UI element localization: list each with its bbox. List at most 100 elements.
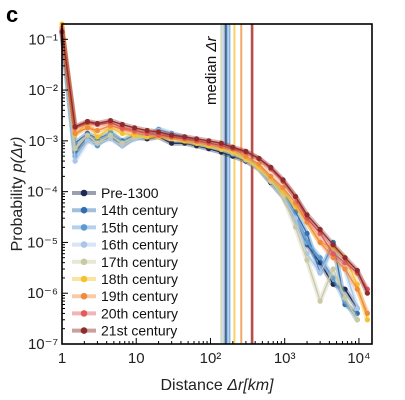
- data-point-8-3: [94, 120, 100, 127]
- data-point-8-19: [292, 194, 299, 200]
- legend-label-3: 16th century: [101, 237, 178, 253]
- data-point-4-5: [119, 140, 125, 146]
- legend-swatch-dot-6: [80, 292, 88, 300]
- data-point-7-21: [317, 230, 323, 237]
- y-tick-label-3: 10⁻⁴: [27, 184, 58, 201]
- data-point-8-18: [280, 177, 286, 183]
- legend-swatch-dot-7: [80, 310, 88, 317]
- data-point-8-13: [218, 140, 224, 146]
- x-axis-label-plain: Distance: [161, 377, 228, 394]
- data-point-3-1: [72, 158, 78, 164]
- data-point-3-4: [107, 136, 114, 142]
- data-point-8-4: [107, 118, 114, 124]
- median-label: median Δr: [203, 36, 220, 105]
- data-point-5-25: [364, 317, 370, 323]
- legend-swatch-dot-8: [80, 327, 88, 334]
- data-point-0-9: [169, 140, 175, 146]
- x-tick-label-4: 10⁴: [347, 350, 370, 367]
- data-point-6-3: [94, 127, 100, 134]
- data-point-0-23: [342, 286, 348, 292]
- data-point-5-24: [354, 281, 360, 287]
- data-point-0-22: [330, 281, 336, 287]
- data-point-0-21: [317, 260, 323, 266]
- data-point-6-24: [354, 286, 360, 292]
- data-point-4-24: [354, 317, 360, 323]
- data-point-4-4: [107, 132, 114, 138]
- legend-label-2: 15th century: [101, 219, 178, 235]
- data-point-6-17: [268, 173, 274, 179]
- legend-label-6: 19th century: [101, 288, 178, 304]
- data-point-6-16: [256, 161, 262, 167]
- x-axis-label-italic: Δr[km]: [226, 377, 274, 394]
- legend-label-8: 21st century: [101, 323, 177, 339]
- data-point-3-2: [84, 138, 90, 144]
- data-point-8-8: [156, 129, 162, 135]
- data-point-2-21: [317, 255, 323, 261]
- legend-swatch-dot-1: [80, 206, 88, 214]
- legend-swatch-dot-0: [80, 189, 88, 197]
- legend-swatch-dot-5: [80, 275, 88, 283]
- data-point-8-16: [256, 155, 262, 162]
- legend-label-4: 17th century: [101, 254, 178, 270]
- data-point-3-21: [317, 270, 323, 276]
- data-point-8-1: [72, 124, 78, 130]
- data-point-8-9: [169, 132, 175, 138]
- svg-text:Probability p(Δr): Probability p(Δr): [9, 137, 26, 252]
- y-tick-label-2: 10⁻³: [28, 133, 58, 150]
- data-point-8-23: [342, 255, 348, 261]
- data-point-8-11: [194, 136, 200, 142]
- data-point-4-19: [292, 224, 299, 230]
- legend-swatch-dot-2: [80, 224, 88, 231]
- panel-letter: c: [6, 2, 18, 27]
- data-point-8-10: [182, 134, 188, 140]
- data-point-2-22: [330, 275, 336, 281]
- data-point-1-19: [292, 209, 299, 215]
- data-point-4-1: [72, 146, 78, 152]
- data-point-5-18: [280, 189, 286, 195]
- data-point-6-20: [304, 219, 310, 225]
- data-point-4-18: [280, 194, 286, 200]
- data-point-8-22: [330, 242, 336, 248]
- data-point-6-22: [330, 255, 336, 261]
- data-point-4-23: [342, 295, 348, 301]
- y-tick-label-0: 10⁻¹: [28, 31, 58, 48]
- y-axis-label-plain: Probability: [9, 172, 26, 251]
- legend-swatch-dot-4: [80, 258, 88, 266]
- data-point-6-15: [243, 153, 249, 159]
- data-point-8-2: [84, 118, 90, 125]
- data-point-8-12: [206, 138, 212, 144]
- data-point-8-24: [354, 267, 360, 274]
- data-point-3-19: [292, 215, 299, 221]
- data-point-8-25: [364, 290, 370, 296]
- data-point-7-23: [342, 260, 348, 266]
- data-point-6-18: [280, 185, 286, 191]
- legend-label-7: 20th century: [101, 305, 178, 321]
- data-point-8-20: [304, 212, 310, 218]
- data-point-5-5: [119, 130, 125, 136]
- x-tick-label-1: 10: [128, 350, 145, 367]
- legend-label-1: 14th century: [101, 202, 178, 218]
- data-point-4-2: [84, 132, 90, 138]
- x-tick-label-3: 10³: [274, 350, 296, 367]
- legend-label-5: 18th century: [101, 271, 178, 287]
- data-point-5-3: [94, 134, 100, 140]
- data-point-1-20: [304, 230, 310, 237]
- svg-text:median Δr: median Δr: [203, 36, 220, 105]
- data-point-8-6: [132, 125, 138, 131]
- data-point-4-3: [94, 140, 100, 146]
- x-axis-label: Distance Δr[km]: [161, 377, 275, 394]
- data-point-8-7: [144, 127, 150, 134]
- data-point-4-22: [330, 266, 336, 272]
- data-point-1-24: [354, 310, 360, 316]
- y-tick-label-5: 10⁻⁶: [27, 285, 58, 302]
- median-label-plain: median: [203, 52, 220, 105]
- data-point-6-25: [364, 310, 370, 316]
- legend-swatch-dot-3: [80, 241, 88, 248]
- plot-frame: [61, 23, 373, 345]
- y-tick-label-1: 10⁻²: [28, 82, 58, 99]
- data-point-6-1: [72, 130, 78, 136]
- data-point-4-21: [317, 298, 323, 304]
- data-point-6-23: [342, 266, 348, 272]
- legend-label-0: Pre-1300: [101, 185, 159, 201]
